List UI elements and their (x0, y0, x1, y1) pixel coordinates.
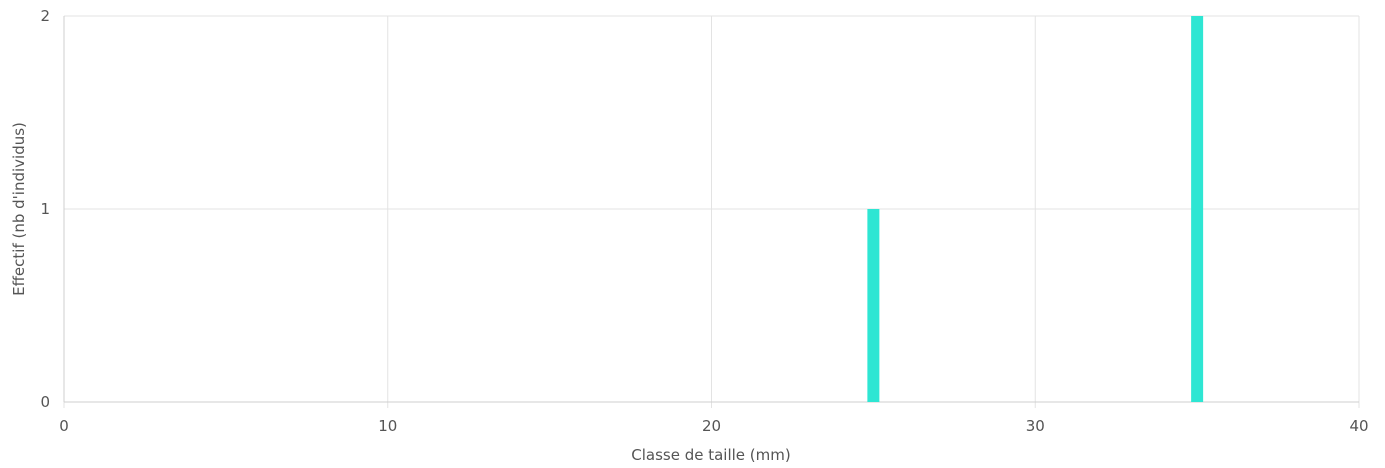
x-tick-label: 40 (1349, 417, 1368, 435)
axes (63, 16, 1359, 403)
bar (867, 209, 880, 402)
x-tick-label: 20 (702, 417, 721, 435)
grid (63, 15, 1360, 408)
bar (1191, 16, 1204, 402)
y-axis-title: Effectif (nb d'individus) (10, 122, 28, 296)
x-tick-label: 30 (1026, 417, 1045, 435)
x-axis-title: Classe de taille (mm) (631, 446, 790, 464)
tick-labels: 0 10 20 30 40 0 1 2 (40, 7, 1368, 435)
x-tick-label: 0 (59, 417, 69, 435)
x-tick-label: 10 (378, 417, 397, 435)
y-tick-label: 2 (40, 7, 50, 25)
y-tick-label: 1 (40, 200, 50, 218)
bars (867, 16, 1204, 402)
y-tick-label: 0 (40, 393, 50, 411)
